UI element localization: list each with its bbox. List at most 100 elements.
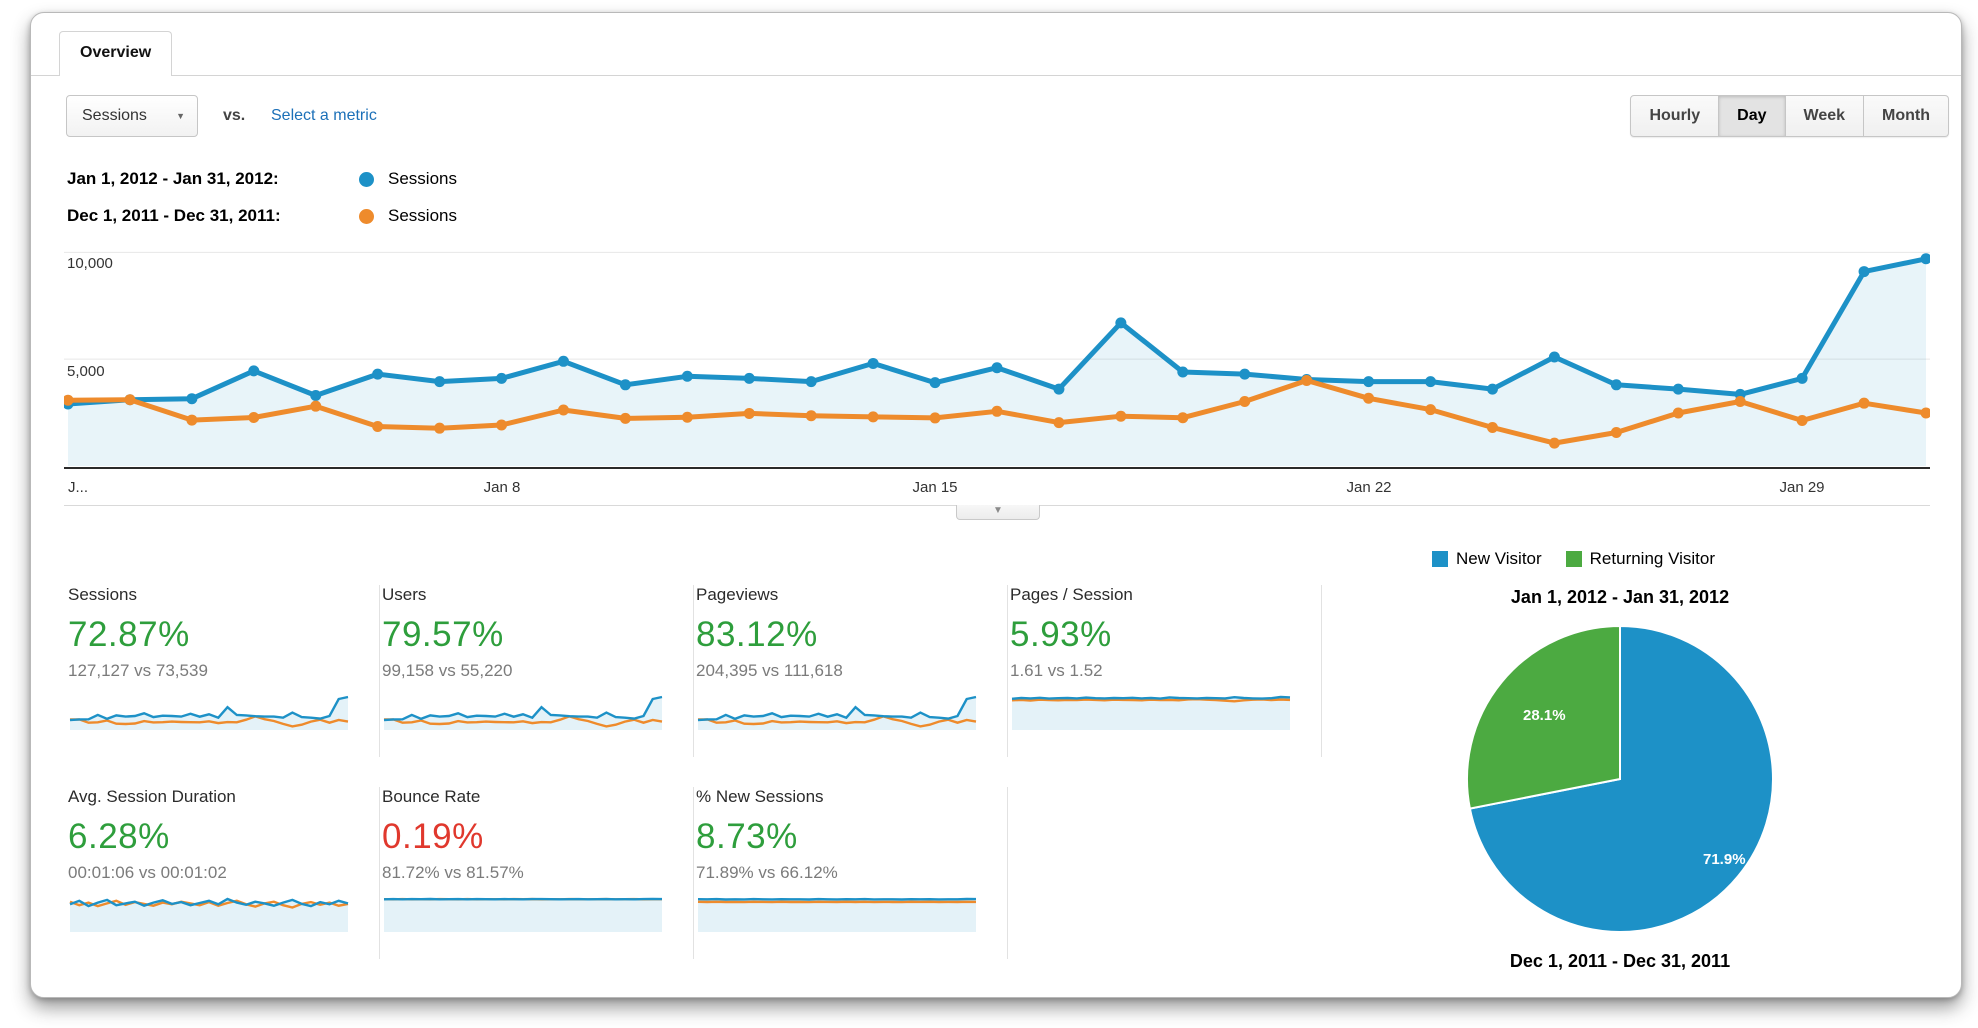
data-point-current: [1548, 351, 1560, 363]
data-point-previous: [310, 400, 322, 412]
granularity-week-button[interactable]: Week: [1785, 95, 1865, 137]
sparkline-area: [70, 899, 348, 932]
card-bounce-rate[interactable]: Bounce Rate 0.19% 81.72% vs 81.57%: [380, 787, 694, 959]
card-compare: 00:01:06 vs 00:01:02: [68, 863, 227, 882]
data-point-current: [1920, 253, 1930, 265]
tab-overview-label: Overview: [80, 44, 152, 61]
visitor-type-pie-chart[interactable]: [1460, 619, 1780, 939]
sparkline-previous: [1011, 697, 1291, 703]
x-tick-jan15: Jan 15: [912, 479, 958, 496]
card-label: Users: [382, 585, 427, 604]
granularity-hourly-button[interactable]: Hourly: [1630, 95, 1720, 137]
card-change: 6.28%: [68, 817, 170, 856]
card-change: 72.87%: [68, 615, 190, 654]
granularity-day-button[interactable]: Day: [1719, 95, 1786, 137]
card-change: 79.57%: [382, 615, 504, 654]
chevron-down-icon: ▼: [993, 505, 1003, 516]
data-point-current: [434, 376, 446, 388]
card-compare: 1.61 vs 1.52: [1010, 661, 1103, 680]
card-label: Bounce Rate: [382, 787, 481, 806]
data-point-previous: [434, 422, 446, 434]
card-compare: 71.89% vs 66.12%: [696, 863, 838, 882]
sparkline-bounce-rate: [383, 897, 663, 932]
card-change: 8.73%: [696, 817, 798, 856]
data-point-previous: [1053, 417, 1065, 429]
vs-label: vs.: [223, 107, 246, 124]
timeline-legend-previous: Dec 1, 2011 - Dec 31, 2011: Sessions: [67, 206, 457, 226]
chart-collapse-handle[interactable]: ▼: [956, 505, 1040, 520]
y-tick-5000: 5,000: [67, 363, 105, 380]
new-visitor-swatch-icon: [1432, 551, 1448, 567]
pie-slice-returning-visitor[interactable]: [1465, 624, 1621, 810]
data-point-current: [619, 379, 631, 391]
card-sessions[interactable]: Sessions 72.87% 127,127 vs 73,539: [66, 585, 380, 757]
data-point-current: [929, 377, 941, 389]
card-label: Pages / Session: [1010, 585, 1133, 604]
x-tick-jan1: J...: [68, 479, 89, 496]
pie-pct-new: 71.9%: [1703, 851, 1746, 868]
data-point-previous: [1672, 407, 1684, 419]
card-avg-session-duration[interactable]: Avg. Session Duration 6.28% 00:01:06 vs …: [66, 787, 380, 959]
sparkline-previous: [69, 715, 349, 728]
data-point-current: [1486, 383, 1498, 395]
data-point-previous: [496, 419, 508, 431]
sessions-timeline-chart[interactable]: [64, 241, 1930, 481]
card-label: % New Sessions: [696, 787, 824, 806]
data-point-previous: [1486, 422, 1498, 434]
data-point-previous: [1301, 375, 1313, 387]
sparkline-pageviews: [697, 695, 977, 730]
pie-slice-new-visitor[interactable]: [1468, 624, 1774, 933]
data-point-previous: [1239, 395, 1251, 407]
card-change: 5.93%: [1010, 615, 1112, 654]
tab-overview[interactable]: Overview: [59, 31, 173, 76]
series-dot-previous-icon: [359, 208, 374, 224]
data-point-previous: [929, 412, 941, 424]
data-point-previous: [1920, 407, 1930, 419]
pie-legend: New Visitor Returning Visitor: [1432, 549, 1729, 569]
data-point-current: [1177, 366, 1189, 378]
data-point-previous: [372, 420, 384, 432]
card-percent-new-sessions[interactable]: % New Sessions 8.73% 71.89% vs 66.12%: [694, 787, 1008, 959]
data-point-previous: [1363, 392, 1375, 404]
card-pageviews[interactable]: Pageviews 83.12% 204,395 vs 111,618: [694, 585, 1008, 757]
sparkline-current: [69, 897, 349, 908]
data-point-previous: [1115, 410, 1127, 422]
pie-legend-label: New Visitor: [1456, 549, 1542, 568]
data-point-previous: [1177, 412, 1189, 424]
card-label: Sessions: [68, 585, 137, 604]
card-compare: 127,127 vs 73,539: [68, 661, 208, 680]
data-point-current: [496, 372, 508, 384]
sparkline-users: [383, 695, 663, 730]
data-point-previous: [186, 414, 198, 426]
series-metric-previous: Sessions: [388, 206, 457, 225]
x-tick-jan29: Jan 29: [1779, 479, 1825, 496]
data-point-current: [1425, 376, 1437, 388]
x-tick-jan8: Jan 8: [483, 479, 521, 496]
pie-title-previous-range: Dec 1, 2011 - Dec 31, 2011: [1509, 951, 1731, 971]
data-point-previous: [805, 410, 817, 422]
sparkline-current: [697, 897, 977, 901]
data-point-previous: [248, 411, 260, 423]
sparkline-current: [697, 695, 977, 722]
data-point-previous: [1610, 426, 1622, 438]
card-users[interactable]: Users 79.57% 99,158 vs 55,220: [380, 585, 694, 757]
data-point-current: [1239, 368, 1251, 380]
sparkline-current: [383, 695, 663, 722]
data-point-previous: [619, 412, 631, 424]
data-point-current: [1796, 372, 1808, 384]
data-point-current: [1672, 383, 1684, 395]
select-a-metric-link[interactable]: Select a metric: [271, 107, 377, 124]
data-point-current: [681, 370, 693, 382]
card-pages-per-session[interactable]: Pages / Session 5.93% 1.61 vs 1.52: [1008, 585, 1322, 757]
sparkline-current: [69, 695, 349, 722]
data-point-previous: [867, 411, 879, 423]
data-point-previous: [1796, 414, 1808, 426]
granularity-month-button[interactable]: Month: [1864, 95, 1949, 137]
pie-title-current-range: Jan 1, 2012 - Jan 31, 2012: [1510, 587, 1730, 607]
data-point-previous: [681, 411, 693, 423]
sessions-area-fill: [68, 258, 1926, 466]
data-point-current: [991, 362, 1003, 374]
sparkline-sessions: [69, 695, 349, 730]
data-point-current: [805, 376, 817, 388]
metric-selector-dropdown[interactable]: Sessions ▼: [66, 95, 198, 137]
